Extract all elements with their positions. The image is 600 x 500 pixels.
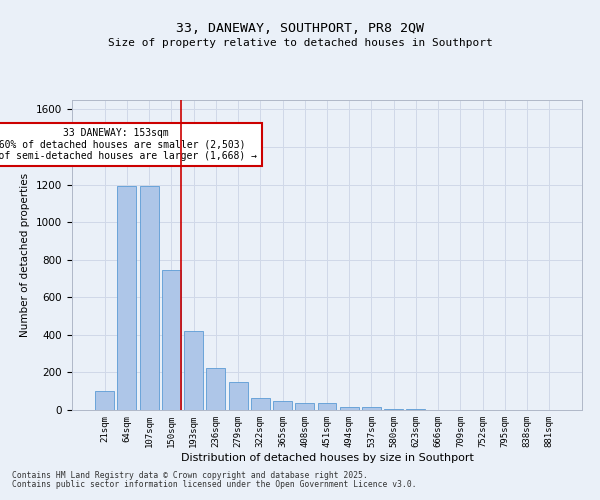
Bar	[162, 270, 181, 410]
Bar	[317, 404, 337, 410]
Bar	[118, 186, 136, 410]
Text: 33, DANEWAY, SOUTHPORT, PR8 2QW: 33, DANEWAY, SOUTHPORT, PR8 2QW	[176, 22, 424, 36]
Bar	[206, 368, 225, 410]
Bar	[229, 382, 248, 410]
Bar	[184, 331, 203, 410]
Bar	[273, 400, 292, 410]
Bar	[251, 398, 270, 410]
Bar	[95, 391, 114, 410]
Y-axis label: Number of detached properties: Number of detached properties	[20, 173, 31, 337]
Text: Size of property relative to detached houses in Southport: Size of property relative to detached ho…	[107, 38, 493, 48]
Text: Contains HM Land Registry data © Crown copyright and database right 2025.: Contains HM Land Registry data © Crown c…	[12, 471, 368, 480]
Bar	[340, 407, 359, 410]
Bar	[406, 409, 425, 410]
Bar	[384, 409, 403, 410]
X-axis label: Distribution of detached houses by size in Southport: Distribution of detached houses by size …	[181, 452, 473, 462]
Text: Contains public sector information licensed under the Open Government Licence v3: Contains public sector information licen…	[12, 480, 416, 489]
Text: 33 DANEWAY: 153sqm
← 60% of detached houses are smaller (2,503)
40% of semi-deta: 33 DANEWAY: 153sqm ← 60% of detached hou…	[0, 128, 257, 162]
Bar	[295, 404, 314, 410]
Bar	[362, 407, 381, 410]
Bar	[140, 186, 158, 410]
